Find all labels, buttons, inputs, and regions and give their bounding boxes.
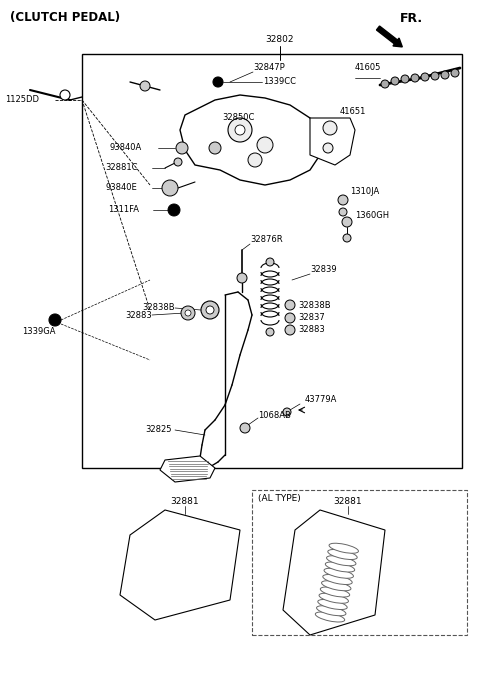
Ellipse shape [328,550,357,560]
Polygon shape [120,510,240,620]
Ellipse shape [322,581,351,591]
Text: 1360GH: 1360GH [355,210,389,220]
FancyArrow shape [376,26,402,47]
Text: 32825: 32825 [145,425,171,435]
Ellipse shape [315,612,345,622]
Circle shape [213,77,223,87]
Circle shape [168,204,180,216]
Circle shape [401,75,409,83]
Circle shape [228,118,252,142]
Circle shape [411,74,419,82]
Ellipse shape [319,594,348,603]
Circle shape [421,73,429,81]
Circle shape [49,314,61,326]
Circle shape [339,208,347,216]
Circle shape [381,80,389,88]
Text: (CLUTCH PEDAL): (CLUTCH PEDAL) [10,11,120,24]
Circle shape [285,313,295,323]
Polygon shape [283,510,385,635]
Text: 32883: 32883 [298,326,325,335]
Circle shape [162,180,178,196]
Circle shape [343,234,351,242]
Circle shape [237,273,247,283]
Bar [82,54,462,468]
Text: 32876R: 32876R [250,235,283,245]
Ellipse shape [324,569,353,578]
Text: 1339GA: 1339GA [22,327,56,337]
Circle shape [174,158,182,166]
Text: 32850C: 32850C [222,114,254,122]
Circle shape [60,90,70,100]
Text: 32802: 32802 [266,36,294,45]
Ellipse shape [323,575,352,585]
Text: 93840E: 93840E [105,183,137,193]
Text: 1310JA: 1310JA [350,187,379,197]
Text: 32838B: 32838B [143,304,175,312]
Text: 32839: 32839 [310,266,336,274]
Circle shape [201,301,219,319]
Text: 32881: 32881 [334,498,362,506]
Text: 32847P: 32847P [253,64,285,72]
Text: 1339CC: 1339CC [263,78,296,87]
Circle shape [266,258,274,266]
Text: FR.: FR. [400,11,423,24]
Text: 93840A: 93840A [110,143,142,153]
Circle shape [441,71,449,79]
Circle shape [235,125,245,135]
Text: 32881: 32881 [171,498,199,506]
Circle shape [209,142,221,154]
Circle shape [323,121,337,135]
Circle shape [323,143,333,153]
Circle shape [431,72,439,80]
Bar [252,490,467,635]
Text: 32883: 32883 [125,310,152,320]
Text: 32838B: 32838B [298,301,331,310]
Circle shape [240,423,250,433]
Circle shape [342,217,352,227]
Circle shape [283,408,291,416]
Circle shape [285,300,295,310]
Text: 32837: 32837 [298,314,325,322]
Text: 1125DD: 1125DD [5,95,39,105]
Ellipse shape [325,562,355,572]
Text: 1068AB: 1068AB [258,410,291,420]
Polygon shape [310,118,355,165]
Ellipse shape [326,556,356,566]
Text: 41651: 41651 [340,107,366,116]
Text: 43779A: 43779A [305,395,337,404]
Circle shape [285,325,295,335]
Circle shape [451,69,459,77]
Circle shape [181,306,195,320]
Circle shape [176,142,188,154]
Polygon shape [180,95,320,185]
Text: 1311FA: 1311FA [108,206,139,214]
Ellipse shape [320,587,350,597]
Circle shape [257,137,273,153]
Circle shape [140,81,150,91]
Text: 32881C: 32881C [105,164,137,172]
Circle shape [206,306,214,314]
Circle shape [391,77,399,85]
Ellipse shape [318,600,347,610]
Text: 41605: 41605 [355,64,382,72]
Text: (AL TYPE): (AL TYPE) [258,493,301,502]
Circle shape [248,153,262,167]
Circle shape [266,328,274,336]
Ellipse shape [316,606,346,616]
Circle shape [185,310,191,316]
Circle shape [338,195,348,205]
Polygon shape [160,456,215,482]
Ellipse shape [329,544,359,553]
